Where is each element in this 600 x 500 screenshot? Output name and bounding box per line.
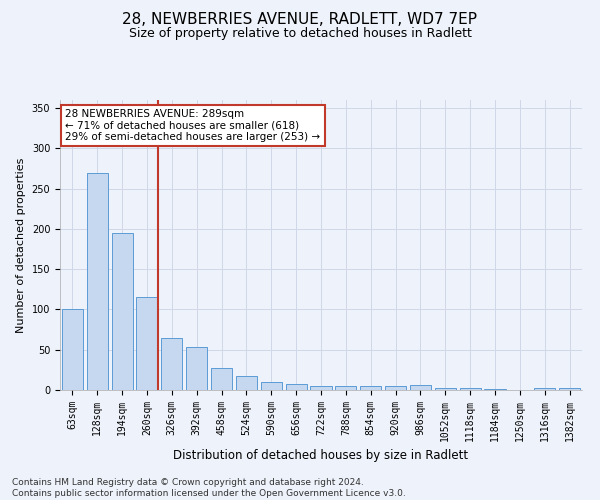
Bar — [360, 386, 381, 390]
Bar — [286, 384, 307, 390]
Bar — [112, 233, 133, 390]
Bar — [335, 386, 356, 390]
Bar — [136, 298, 158, 390]
Bar — [460, 388, 481, 390]
Bar — [236, 376, 257, 390]
Bar — [186, 348, 207, 390]
Bar — [87, 172, 108, 390]
Bar — [435, 388, 456, 390]
Bar — [534, 388, 555, 390]
Bar — [410, 385, 431, 390]
Bar — [484, 389, 506, 390]
Bar — [559, 388, 580, 390]
Text: Contains HM Land Registry data © Crown copyright and database right 2024.
Contai: Contains HM Land Registry data © Crown c… — [12, 478, 406, 498]
Text: Size of property relative to detached houses in Radlett: Size of property relative to detached ho… — [128, 28, 472, 40]
Text: 28 NEWBERRIES AVENUE: 289sqm
← 71% of detached houses are smaller (618)
29% of s: 28 NEWBERRIES AVENUE: 289sqm ← 71% of de… — [65, 108, 320, 142]
Bar — [161, 338, 182, 390]
Y-axis label: Number of detached properties: Number of detached properties — [16, 158, 26, 332]
Bar — [261, 382, 282, 390]
Bar — [310, 386, 332, 390]
Bar — [211, 368, 232, 390]
Text: 28, NEWBERRIES AVENUE, RADLETT, WD7 7EP: 28, NEWBERRIES AVENUE, RADLETT, WD7 7EP — [122, 12, 478, 28]
Bar — [385, 386, 406, 390]
X-axis label: Distribution of detached houses by size in Radlett: Distribution of detached houses by size … — [173, 449, 469, 462]
Bar — [62, 310, 83, 390]
